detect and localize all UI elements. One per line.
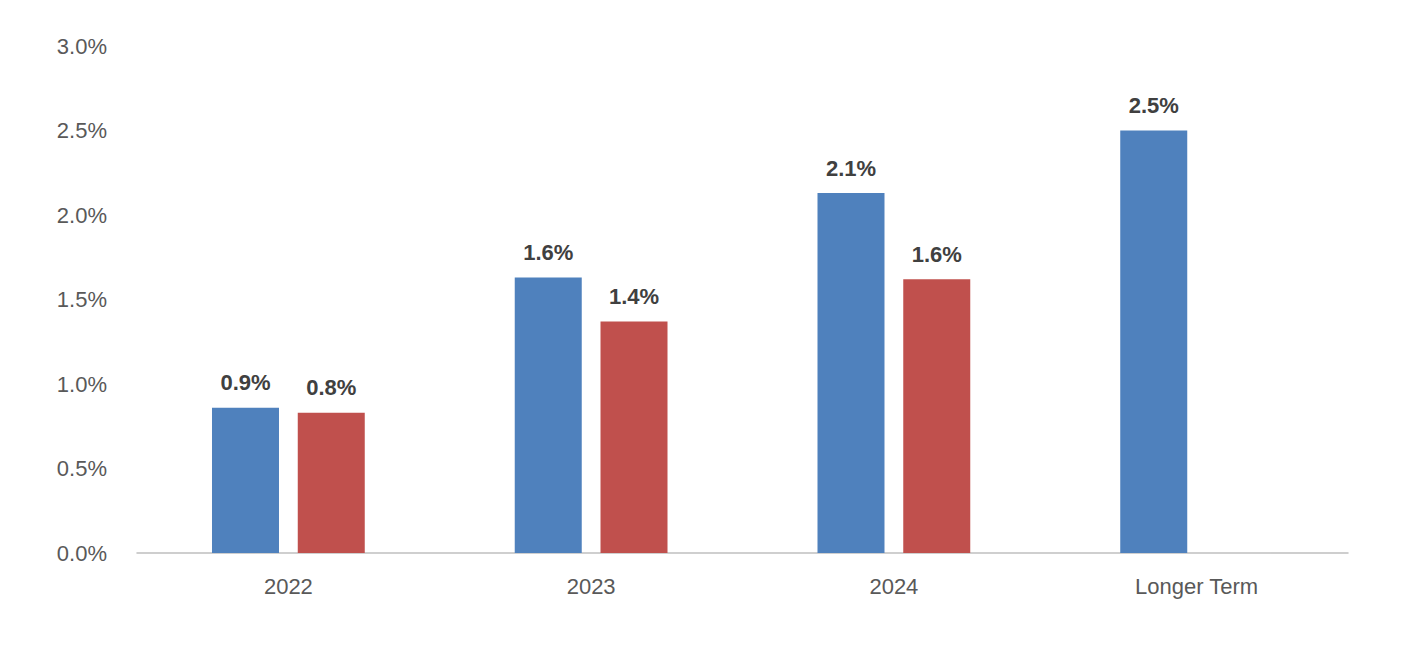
svg-text:2024: 2024 xyxy=(869,574,918,599)
svg-text:1.4%: 1.4% xyxy=(609,284,659,309)
svg-text:2.0%: 2.0% xyxy=(57,203,107,228)
svg-text:1.6%: 1.6% xyxy=(912,242,962,267)
svg-text:3.0%: 3.0% xyxy=(57,34,107,59)
svg-text:0.5%: 0.5% xyxy=(57,456,107,481)
svg-text:0.8%: 0.8% xyxy=(306,375,356,400)
svg-text:0.9%: 0.9% xyxy=(220,370,270,395)
svg-text:2022: 2022 xyxy=(264,574,313,599)
svg-text:1.0%: 1.0% xyxy=(57,372,107,397)
svg-text:2.5%: 2.5% xyxy=(1129,93,1179,118)
svg-text:0.0%: 0.0% xyxy=(57,541,107,566)
svg-text:1.6%: 1.6% xyxy=(523,240,573,265)
svg-text:1.5%: 1.5% xyxy=(57,287,107,312)
svg-text:2.1%: 2.1% xyxy=(826,156,876,181)
svg-text:2023: 2023 xyxy=(567,574,616,599)
svg-text:2.5%: 2.5% xyxy=(57,118,107,143)
svg-text:Longer Term: Longer Term xyxy=(1135,574,1258,599)
